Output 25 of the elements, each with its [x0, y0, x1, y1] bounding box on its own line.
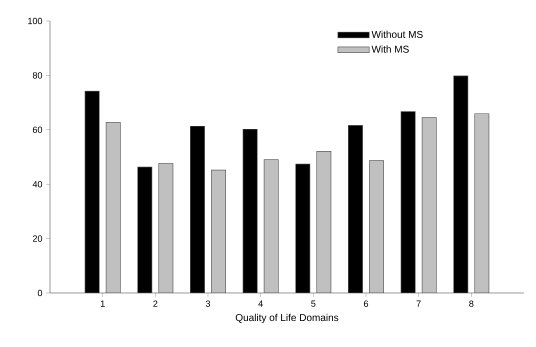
- bar: [264, 159, 279, 293]
- x-tick-label: 4: [258, 300, 263, 307]
- x-axis-title: Quality of Life Domains: [236, 314, 338, 324]
- y-tick-label: 0: [38, 290, 42, 296]
- bar: [158, 163, 174, 293]
- y-tick-label: 20: [32, 235, 42, 242]
- x-tick-label: 2: [153, 300, 158, 307]
- bar: [211, 170, 226, 293]
- x-tick-label: 1: [100, 300, 105, 307]
- bar: [106, 122, 121, 293]
- x-tick-label: 5: [311, 300, 316, 307]
- legend-label: With MS: [372, 45, 409, 53]
- y-tick-label: 80: [32, 72, 42, 79]
- bar: [369, 160, 384, 293]
- bar: [422, 117, 437, 293]
- x-tick-label: 8: [469, 300, 474, 307]
- y-tick-label: 60: [32, 126, 42, 133]
- bar: [316, 150, 332, 293]
- x-tick-label: 3: [206, 300, 210, 307]
- y-tick-label: 40: [32, 180, 42, 188]
- x-tick-label: 6: [364, 300, 368, 307]
- x-tick-label: 7: [416, 300, 421, 307]
- legend-label: Without MS: [372, 30, 423, 38]
- y-tick-label: 100: [28, 18, 42, 24]
- bar: [474, 113, 490, 293]
